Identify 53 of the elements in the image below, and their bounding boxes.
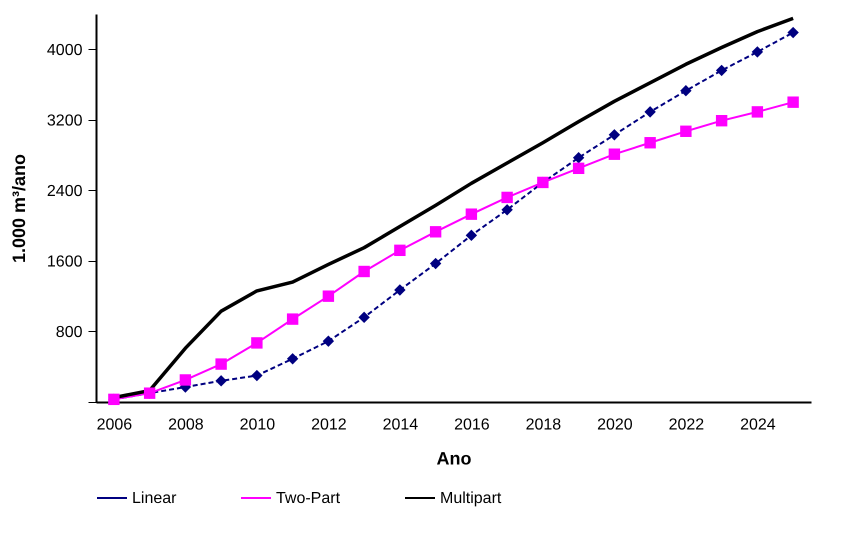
x-axis-title: Ano	[436, 448, 472, 468]
legend-label: Two-Part	[276, 490, 341, 507]
y-tick-label: 1600	[46, 253, 83, 270]
y-axis-title: 1.000 m³/ano	[8, 154, 29, 264]
y-tick-label: 2400	[46, 182, 83, 200]
point	[430, 226, 442, 238]
x-tick-label: 2010	[240, 416, 276, 434]
point	[394, 284, 406, 296]
point	[322, 290, 334, 302]
point	[608, 148, 620, 160]
point	[215, 375, 227, 387]
x-tick-label: 2014	[382, 416, 418, 434]
point	[286, 313, 298, 325]
point	[358, 266, 370, 278]
point	[644, 137, 656, 148]
point	[180, 374, 192, 386]
point	[466, 230, 478, 242]
point	[608, 129, 620, 141]
point	[394, 244, 406, 256]
point	[286, 353, 298, 364]
x-tick-label: 2022	[668, 416, 704, 434]
y-tick-label: 800	[56, 324, 83, 341]
point	[322, 335, 334, 347]
point	[358, 312, 370, 324]
point	[572, 152, 584, 164]
point	[501, 204, 513, 216]
point	[251, 337, 263, 349]
point	[644, 106, 656, 118]
point	[572, 162, 584, 174]
x-tick-label: 2008	[168, 416, 204, 434]
point	[787, 96, 799, 108]
y-tick-label: 4000	[46, 42, 83, 59]
point	[752, 106, 764, 118]
point	[752, 46, 764, 58]
x-tick-label: 2016	[454, 416, 490, 434]
point	[716, 64, 728, 76]
x-tick-label: 2006	[96, 416, 132, 434]
point	[501, 192, 513, 204]
point	[251, 370, 263, 382]
y-tick-label: 3200	[46, 112, 83, 130]
point	[680, 126, 692, 137]
point	[215, 358, 227, 370]
x-tick-label: 2012	[311, 416, 347, 434]
point	[716, 115, 728, 126]
point	[430, 258, 442, 270]
x-tick-label: 2020	[597, 416, 633, 434]
point	[787, 26, 799, 38]
legend-label: Multipart	[440, 490, 502, 507]
x-tick-label: 2018	[526, 416, 562, 434]
legend-label: Linear	[132, 490, 178, 507]
point	[680, 85, 692, 96]
point	[466, 208, 478, 220]
x-tick-label: 2024	[740, 416, 776, 434]
